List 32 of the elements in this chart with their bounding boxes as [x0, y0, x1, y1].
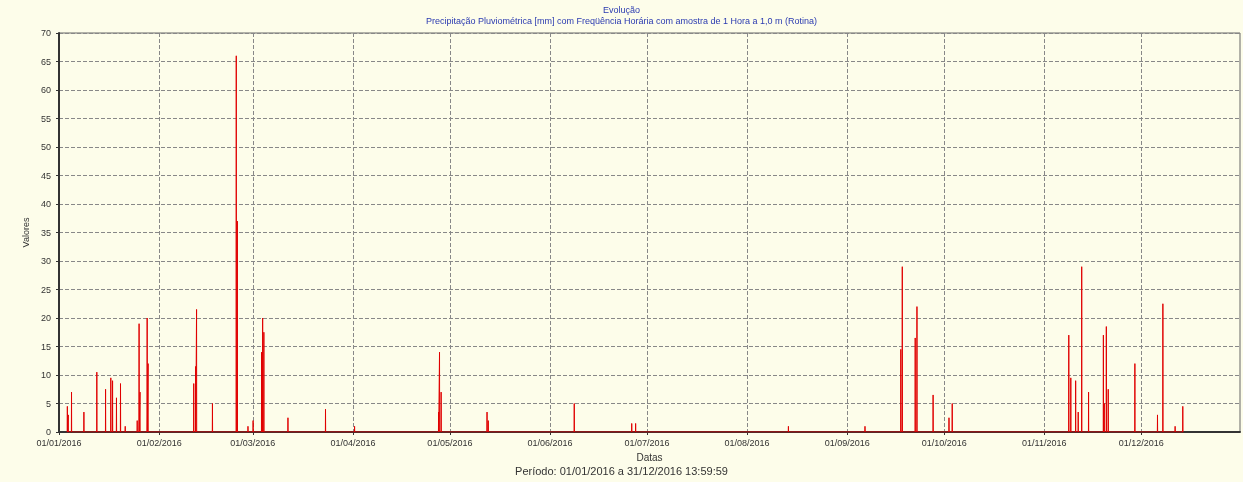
y-tick-label: 15	[40, 341, 51, 352]
x-tick-label: 01/11/2016	[1022, 437, 1067, 448]
x-tick-label: 01/03/2016	[230, 437, 276, 448]
x-axis-title: Datas	[636, 451, 663, 463]
y-tick-label: 30	[40, 256, 51, 266]
x-tick-label: 01/05/2016	[427, 437, 473, 448]
y-tick-label: 40	[40, 199, 51, 209]
text: Período: 01/01/2016 a 31/12/2016 13:59:59	[515, 464, 728, 477]
y-tick-label: 5	[45, 398, 51, 409]
x-tick-label: 01/09/2016	[824, 437, 870, 448]
x-tick-label: 01/02/2016	[136, 437, 182, 448]
x-tick-label: 01/07/2016	[624, 437, 670, 448]
x-tick-label: 01/04/2016	[330, 437, 376, 448]
y-tick-label: 0	[45, 427, 51, 437]
x-tick-label: 01/08/2016	[724, 437, 770, 448]
x-tick-label: 01/01/2016	[36, 437, 82, 448]
y-tick-label: 55	[40, 113, 51, 124]
y-axis-title: Valores	[20, 217, 31, 248]
x-tick-label: 01/10/2016	[921, 437, 967, 448]
y-tick-label: 10	[40, 370, 51, 380]
y-tick-label: 45	[40, 170, 51, 181]
chart-title: Evolução	[602, 4, 641, 15]
x-tick-label: 01/12/2016	[1118, 437, 1164, 448]
y-tick-label: 70	[40, 28, 51, 38]
y-tick-label: 35	[40, 227, 51, 238]
y-tick-label: 60	[40, 85, 51, 95]
y-tick-label: 20	[40, 313, 51, 323]
y-tick-label: 50	[40, 142, 51, 152]
y-tick-label: 65	[40, 56, 51, 67]
x-tick-label: 01/06/2016	[527, 437, 573, 448]
chart-subtitle: Precipitação Pluviométrica [mm] com Freqüência Horária com amostra de 1 Hora a 1,0 m (Rotina)	[425, 15, 818, 26]
y-tick-label: 25	[40, 284, 51, 295]
